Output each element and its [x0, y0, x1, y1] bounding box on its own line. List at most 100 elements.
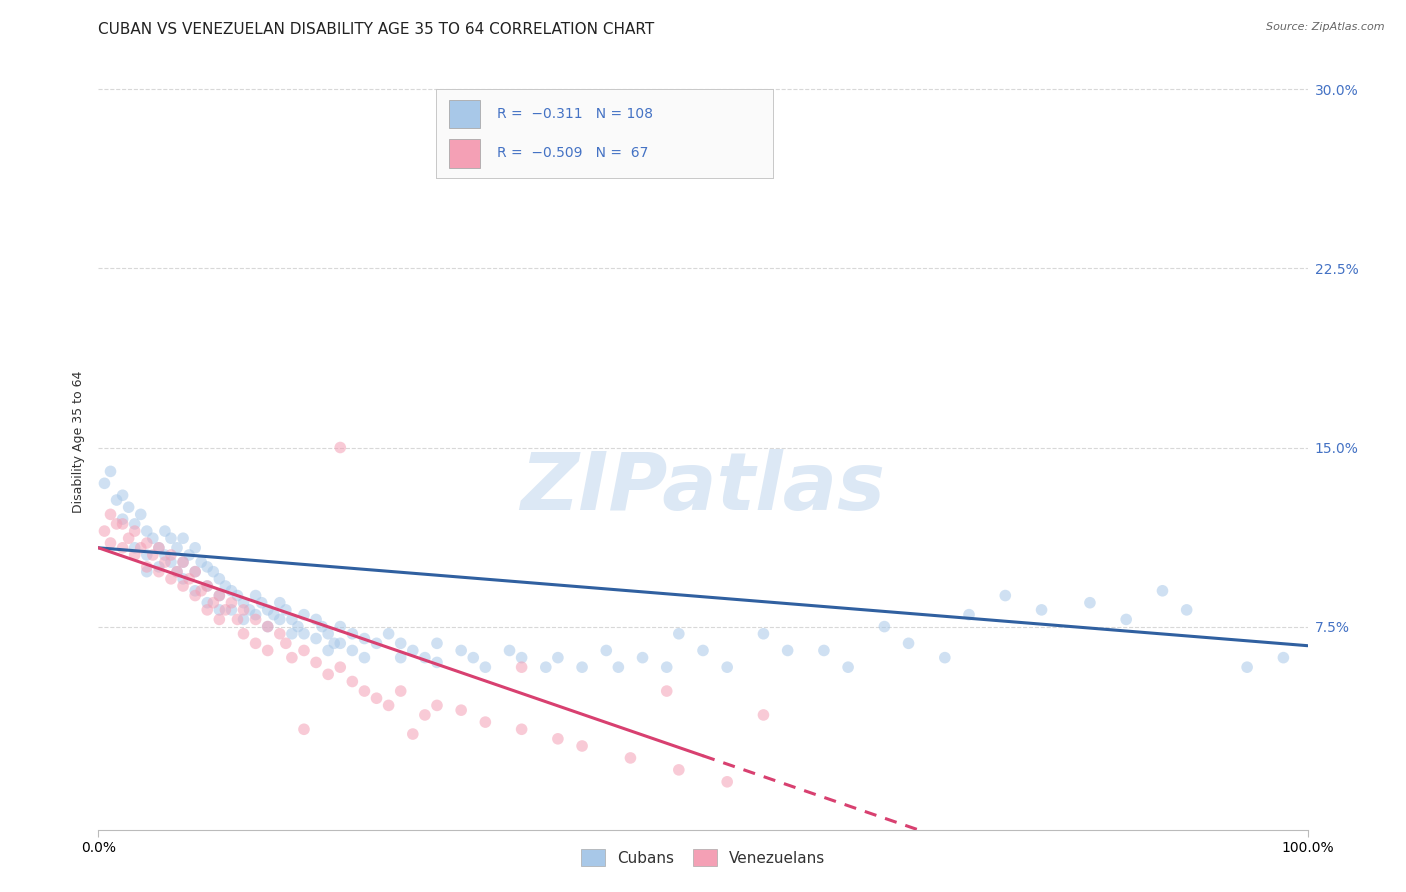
Point [100, 508, 122, 522]
Point [135, 560, 157, 574]
Point [142, 548, 165, 562]
Point [595, 643, 617, 657]
Point [179, 572, 201, 586]
Point [111, 488, 134, 502]
Point [195, 603, 218, 617]
Point [118, 500, 141, 515]
Point [607, 660, 630, 674]
Point [195, 560, 218, 574]
Point [214, 579, 236, 593]
Point [256, 603, 278, 617]
Point [716, 774, 738, 789]
Point [1031, 603, 1053, 617]
Point [353, 684, 375, 698]
Point [195, 596, 218, 610]
Point [377, 626, 399, 640]
Point [166, 565, 188, 579]
Point [316, 667, 339, 681]
Point [226, 612, 249, 626]
Point [342, 643, 364, 657]
Point [305, 612, 328, 626]
Bar [450, 139, 479, 168]
Point [1152, 583, 1174, 598]
Point [226, 589, 249, 603]
Point [323, 636, 346, 650]
Point [510, 650, 533, 665]
Point [329, 619, 352, 633]
Point [160, 555, 183, 569]
Point [463, 650, 485, 665]
Point [311, 619, 333, 633]
Point [166, 541, 188, 555]
Point [329, 636, 352, 650]
Point [547, 650, 569, 665]
Point [184, 565, 207, 579]
Point [214, 603, 236, 617]
Point [93, 476, 115, 491]
Point [153, 548, 176, 562]
Point [668, 763, 690, 777]
Point [100, 464, 122, 478]
Point [190, 555, 212, 569]
Point [166, 565, 188, 579]
Point [281, 626, 304, 640]
Point [256, 619, 278, 633]
Point [172, 572, 194, 586]
Point [232, 596, 254, 610]
Point [474, 715, 496, 730]
Point [316, 643, 339, 657]
Point [1236, 660, 1258, 674]
Point [124, 548, 146, 562]
Point [1272, 650, 1295, 665]
Point [221, 603, 243, 617]
Point [329, 441, 352, 455]
Point [776, 643, 799, 657]
Point [148, 560, 170, 574]
Point [281, 612, 304, 626]
Text: CUBAN VS VENEZUELAN DISABILITY AGE 35 TO 64 CORRELATION CHART: CUBAN VS VENEZUELAN DISABILITY AGE 35 TO… [98, 22, 655, 37]
Point [179, 548, 201, 562]
Point [1115, 612, 1137, 626]
Bar [450, 100, 479, 128]
Point [135, 524, 157, 538]
Point [202, 596, 225, 610]
Point [129, 541, 152, 555]
Point [153, 555, 176, 569]
Point [510, 723, 533, 737]
Point [148, 541, 170, 555]
Point [221, 596, 243, 610]
Point [305, 656, 328, 670]
Point [305, 632, 328, 646]
Point [1078, 596, 1101, 610]
Point [93, 524, 115, 538]
Point [813, 643, 835, 657]
Point [124, 524, 146, 538]
Point [172, 531, 194, 545]
Point [389, 684, 412, 698]
Point [221, 583, 243, 598]
Text: ZIPatlas: ZIPatlas [520, 449, 886, 527]
Point [269, 612, 291, 626]
Point [124, 541, 146, 555]
Point [105, 516, 128, 531]
Point [316, 626, 339, 640]
Point [202, 565, 225, 579]
Point [292, 607, 315, 622]
Point [752, 626, 775, 640]
Point [668, 626, 690, 640]
Point [208, 589, 231, 603]
Text: R =  −0.311   N = 108: R = −0.311 N = 108 [496, 107, 652, 121]
Point [245, 607, 267, 622]
Point [256, 643, 278, 657]
Point [129, 508, 152, 522]
Point [274, 603, 297, 617]
Point [498, 643, 520, 657]
Point [571, 739, 593, 753]
Y-axis label: Disability Age 35 to 64: Disability Age 35 to 64 [72, 370, 86, 513]
Point [184, 583, 207, 598]
Point [292, 626, 315, 640]
Point [172, 579, 194, 593]
Point [402, 727, 425, 741]
Point [232, 603, 254, 617]
Point [111, 541, 134, 555]
